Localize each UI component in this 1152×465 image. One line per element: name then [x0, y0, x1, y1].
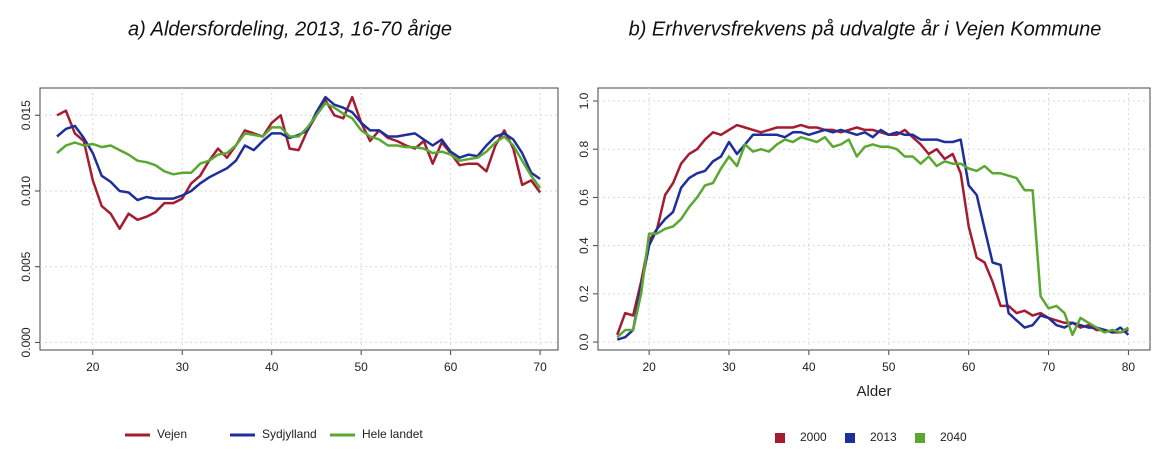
- y-tick-label: 0.000: [19, 327, 33, 357]
- x-tick-label: 50: [882, 360, 896, 374]
- series-line: [616, 123, 1129, 336]
- legend-label: Hele landet: [362, 427, 423, 441]
- legend-label: 2013: [870, 430, 897, 444]
- x-tick-label: 20: [86, 360, 100, 374]
- y-tick-label: 0.010: [19, 176, 33, 206]
- y-tick-label: 1.0: [577, 92, 591, 109]
- x-tick-label: 60: [444, 360, 458, 374]
- chart-title: a) Aldersfordeling, 2013, 16-70 årige: [128, 18, 452, 40]
- x-tick-label: 30: [722, 360, 736, 374]
- plot-frame: [39, 87, 559, 351]
- legend-swatch: [775, 433, 785, 443]
- plot-frame: [597, 87, 1151, 351]
- legend-label: 2040: [940, 430, 967, 444]
- x-tick-label: 80: [1122, 360, 1136, 374]
- chart-title: b) Erhvervsfrekvens på udvalgte år i Vej…: [629, 18, 1102, 40]
- series-line: [56, 101, 542, 189]
- x-tick-label: 60: [962, 360, 976, 374]
- legend-label: Vejen: [157, 427, 187, 441]
- x-tick-label: 30: [176, 360, 190, 374]
- legend-label: Sydjylland: [262, 427, 317, 441]
- y-tick-label: 0.6: [577, 189, 591, 206]
- x-tick-label: 50: [354, 360, 368, 374]
- y-tick-label: 0.2: [577, 285, 591, 302]
- series-line: [616, 128, 1130, 341]
- x-axis-label: Alder: [856, 383, 891, 400]
- x-tick-label: 70: [1042, 360, 1056, 374]
- series-line: [616, 135, 1130, 339]
- y-tick-label: 0.4: [577, 237, 591, 254]
- legend-swatch: [915, 433, 925, 443]
- x-tick-label: 70: [533, 360, 547, 374]
- legend-swatch: [845, 433, 855, 443]
- y-tick-label: 0.0: [577, 333, 591, 350]
- x-tick-label: 40: [265, 360, 279, 374]
- x-tick-label: 20: [642, 360, 656, 374]
- x-tick-label: 40: [802, 360, 816, 374]
- y-tick-label: 0.005: [19, 251, 33, 281]
- series-line: [56, 95, 542, 231]
- legend-label: 2000: [800, 430, 827, 444]
- y-tick-label: 0.015: [19, 100, 33, 130]
- y-tick-label: 0.8: [577, 141, 591, 158]
